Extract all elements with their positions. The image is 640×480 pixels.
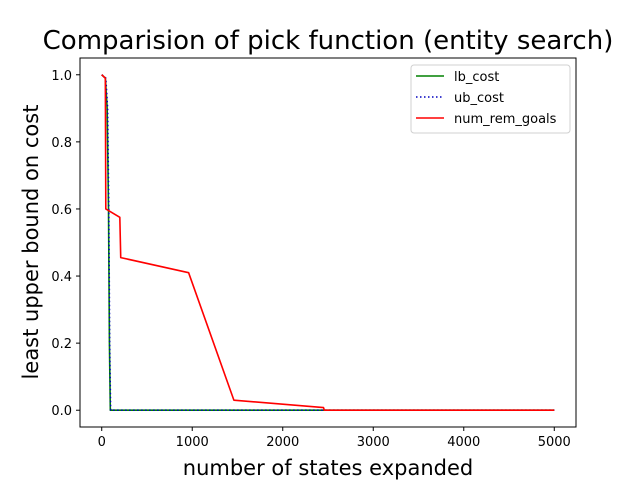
y-tick-label: 1.0	[51, 69, 72, 84]
legend: lb_cost ub_cost num_rem_goals	[410, 64, 571, 134]
legend-box	[410, 64, 571, 134]
x-tick-label: 4000	[447, 435, 480, 450]
series-lines	[101, 74, 555, 412]
y-tick-label: 0.8	[51, 136, 72, 151]
y-axis-label: least upper bound on cost	[19, 105, 43, 380]
x-axis: 0 1000 2000 3000 4000 5000	[98, 427, 571, 450]
y-tick-label: 0.6	[51, 203, 72, 218]
x-tick-label: 0	[98, 435, 106, 450]
x-tick-label: 5000	[538, 435, 571, 450]
legend-label: ub_cost	[454, 91, 504, 106]
y-axis: 0.0 0.2 0.4 0.6 0.8 1.0	[51, 69, 80, 419]
x-axis-label: number of states expanded	[183, 456, 473, 480]
chart-title: Comparision of pick function (entity sea…	[43, 26, 614, 56]
x-tick-label: 2000	[266, 435, 299, 450]
y-tick-label: 0.0	[51, 404, 72, 419]
y-tick-label: 0.4	[51, 270, 72, 285]
legend-label: lb_cost	[454, 70, 499, 85]
y-tick-label: 0.2	[51, 337, 72, 352]
x-tick-label: 3000	[357, 435, 390, 450]
x-tick-label: 1000	[176, 435, 209, 450]
series-line-num_rem_goals	[101, 74, 555, 412]
legend-label: num_rem_goals	[454, 112, 557, 127]
